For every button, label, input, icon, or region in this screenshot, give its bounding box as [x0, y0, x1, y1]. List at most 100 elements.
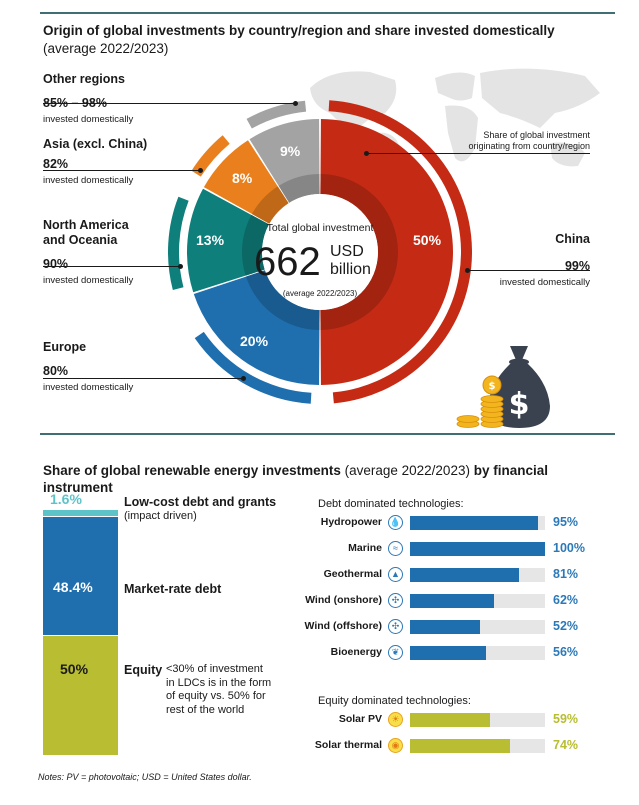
sun-icon: ☀ [388, 712, 403, 727]
tech-bar-track [410, 568, 545, 582]
offshore-wind-icon: ✣ [388, 619, 403, 634]
region-domestic: 82% [43, 157, 69, 171]
leader-dot-other [293, 101, 298, 106]
tech-value-label: 81% [553, 567, 579, 581]
leader-asia [43, 170, 200, 172]
tech-bar-track [410, 542, 545, 556]
tech-name: Wind (onshore) [305, 594, 382, 606]
tech-bar-fill [410, 542, 545, 556]
region-domestic: 99% [564, 259, 590, 273]
leader-europe [43, 378, 243, 380]
tech-bar-track [410, 620, 545, 634]
tech-bar-track [410, 646, 545, 660]
tech-value-label: 59% [553, 712, 579, 726]
donut-chart [168, 100, 472, 404]
instrument-equity-note: <30% of investment in LDCs is in the for… [166, 663, 291, 717]
instrument-grants: Low-cost debt and grants (impact driven) [124, 495, 276, 524]
leader-dot-north-america [178, 264, 183, 269]
domestic-arc-europe [194, 331, 312, 404]
center-value: 662 [254, 240, 321, 284]
region-name-line-2: and Oceania [43, 233, 118, 247]
center-label: Total global investment [266, 222, 374, 234]
volcano-icon: ▲ [388, 567, 403, 582]
share-note-line-2: originating from country/region [468, 141, 590, 151]
stacked-bar [43, 510, 118, 755]
stack-segment-grants [43, 510, 118, 516]
center-period: (average 2022/2023) [282, 289, 358, 298]
stack-pct-grants: 1.6% [50, 491, 82, 507]
tech-value-label: 52% [553, 619, 579, 633]
tech-name: Solar PV [338, 713, 382, 725]
equity-note-line: in LDCs is in the form [166, 676, 272, 689]
stack-pct-debt: 48.4% [53, 579, 93, 595]
callout-china: China 99% invested domestically [490, 232, 590, 289]
domestic-arc-asia [191, 135, 230, 177]
money-bag-icon: $ $ [456, 346, 550, 428]
region-name-line-1: North America [43, 218, 129, 232]
donut-inner-band-china [320, 174, 398, 330]
wind-turbine-icon: ✣ [388, 593, 403, 608]
instrument-title-normal: (average 2022/2023) [344, 463, 470, 478]
svg-text:$: $ [489, 381, 496, 392]
notes: Notes: PV = photovoltaic; USD = United S… [38, 772, 252, 782]
water-drop-icon: 💧 [388, 515, 403, 530]
region-name: Europe [43, 340, 87, 354]
segment-label-china: 50% [413, 232, 442, 248]
tech-value-label: 74% [553, 738, 579, 752]
region-name: Asia (excl. China) [43, 137, 148, 151]
callout-other-regions: Other regions 85% – 98% invested domesti… [43, 72, 133, 126]
wave-icon: ≈ [388, 541, 403, 556]
instrument-equity-label: Equity [124, 663, 163, 677]
top-rule [40, 12, 615, 14]
stack-segment-equity [43, 635, 118, 755]
segment-label-asia: 8% [232, 170, 253, 186]
equity-note-line: <30% of investment [166, 663, 263, 675]
tech-bar-fill [410, 620, 481, 634]
leaf-icon: ❦ [388, 645, 403, 660]
tech-name: Geothermal [323, 568, 382, 580]
share-note: Share of global investment originating f… [460, 130, 590, 152]
leader-dot-europe [241, 376, 246, 381]
instrument-sub: (impact driven) [124, 510, 197, 522]
tech-value-label: 56% [553, 645, 579, 659]
tech-name: Wind (offshore) [304, 620, 382, 632]
domestic-arc-north-america [168, 196, 189, 291]
region-name: Other regions [43, 72, 125, 86]
equity-note-line: rest of the world [166, 703, 245, 716]
leader-dot-china [465, 268, 470, 273]
tech-value-label: 100% [553, 541, 585, 555]
tech-bar-fill [410, 568, 520, 582]
tech-bar-fill [410, 594, 494, 608]
donut-title: Origin of global investments by country/… [43, 23, 555, 38]
debt-header: Debt dominated technologies: [318, 498, 464, 510]
tech-bar-track [410, 713, 545, 727]
instrument-title: Share of global renewable energy investm… [43, 462, 618, 496]
donut-inner-band-north-america [241, 214, 269, 276]
leader-china [468, 270, 590, 272]
tech-bar-fill [410, 516, 539, 530]
tech-bar-track [410, 516, 545, 530]
region-domestic: 90% [43, 257, 69, 271]
instrument-label: Low-cost debt and grants [124, 495, 277, 509]
share-note-line-1: Share of global investment [483, 130, 590, 140]
donut-subtitle: (average 2022/2023) [43, 41, 169, 56]
donut-inner-band-asia [251, 186, 289, 224]
region-name: China [555, 232, 590, 246]
callout-asia: Asia (excl. China) 82% invested domestic… [43, 137, 147, 187]
tech-bar-track [410, 594, 545, 608]
region-note: invested domestically [43, 382, 134, 393]
region-note: invested domestically [43, 275, 134, 286]
domestic-arc-other [246, 100, 307, 129]
instrument-title-bold-2: by financial instrument [43, 463, 548, 495]
stack-pct-equity: 50% [60, 661, 89, 677]
segment-label-europe: 20% [240, 333, 269, 349]
callout-north-america: North America and Oceania 90% invested d… [43, 218, 133, 287]
segment-label-other: 9% [280, 143, 301, 159]
tech-name: Hydropower [320, 516, 382, 528]
center-unit-2: billion [330, 261, 371, 278]
segment-label-north-america: 13% [196, 232, 225, 248]
tech-value-label: 95% [553, 515, 579, 529]
donut-hole [262, 194, 378, 310]
instrument-debt-label: Market-rate debt [124, 582, 222, 596]
equity-note-line: of equity vs. 50% for [166, 690, 266, 702]
